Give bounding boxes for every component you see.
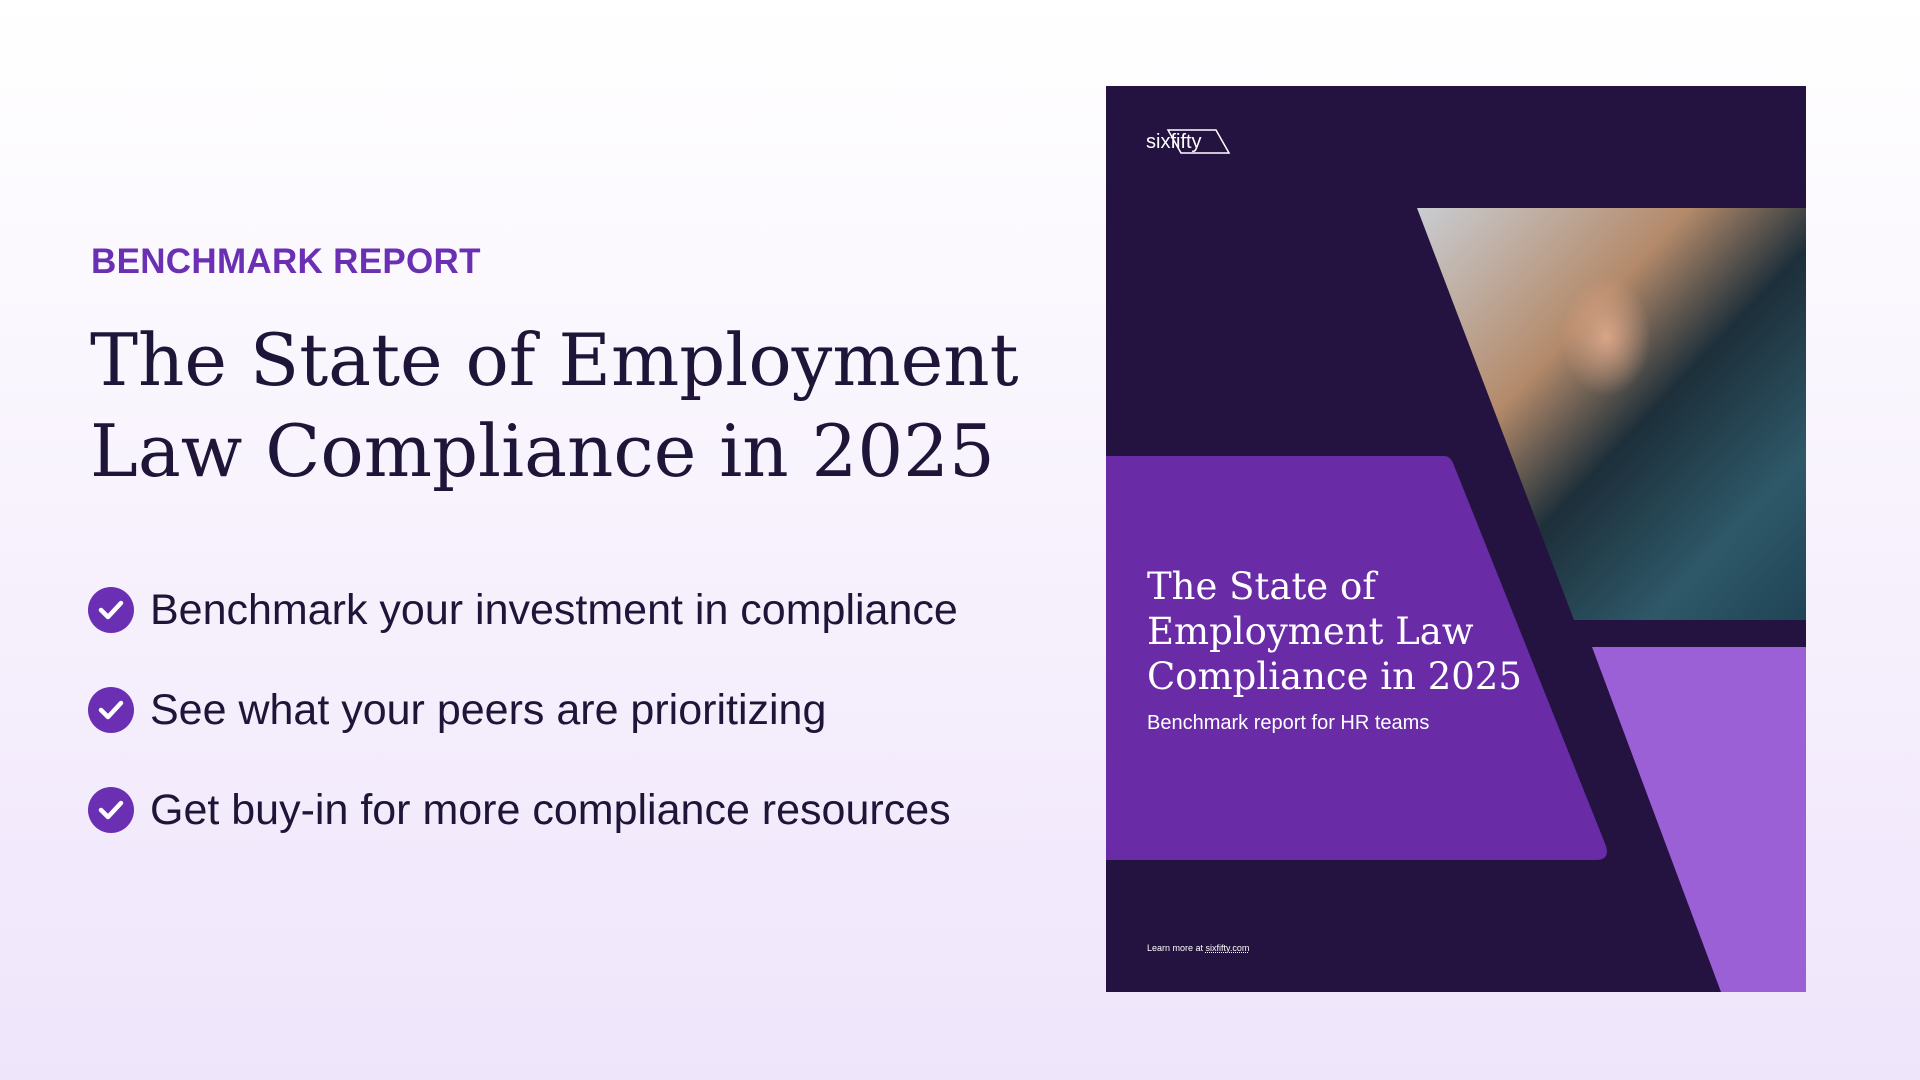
- bullet-text: See what your peers are prioritizing: [150, 685, 827, 734]
- cover-title: The State of Employment Law Compliance i…: [1147, 564, 1547, 699]
- benefit-list: Benchmark your investment in compliance …: [88, 560, 958, 860]
- list-item: See what your peers are prioritizing: [88, 660, 958, 760]
- photo-person: [1561, 276, 1651, 396]
- handshake-photo: [1417, 208, 1806, 620]
- bullet-text: Benchmark your investment in compliance: [150, 585, 958, 634]
- check-circle-icon: [88, 787, 134, 833]
- svg-text:sixfifty: sixfifty: [1146, 131, 1202, 153]
- cover-title-line: The State of: [1147, 565, 1376, 608]
- footer-text: Learn more at: [1147, 943, 1206, 953]
- sixfifty-logo: sixfifty: [1146, 126, 1236, 163]
- cover-title-line: Employment Law: [1147, 610, 1474, 653]
- cover-subtitle: Benchmark report for HR teams: [1147, 712, 1430, 734]
- purple-title-panel: [1106, 456, 1607, 860]
- footer-link[interactable]: sixfifty.com: [1205, 943, 1250, 953]
- check-circle-icon: [88, 687, 134, 733]
- eyebrow-label: BENCHMARK REPORT: [91, 242, 481, 281]
- title-line: The State of Employment: [90, 318, 1019, 402]
- light-purple-shape: [1592, 647, 1806, 992]
- list-item: Get buy-in for more compliance resources: [88, 760, 958, 860]
- cover-footer: Learn more at sixfifty.com: [1147, 943, 1249, 953]
- report-cover: sixfifty The State of Employment Law Com…: [1106, 86, 1806, 992]
- title-line: Law Compliance in 2025: [90, 409, 995, 493]
- check-circle-icon: [88, 587, 134, 633]
- bullet-text: Get buy-in for more compliance resources: [150, 785, 951, 834]
- page-title: The State of Employment Law Compliance i…: [90, 315, 1050, 497]
- cover-title-line: Compliance in 2025: [1147, 655, 1522, 698]
- list-item: Benchmark your investment in compliance: [88, 560, 958, 660]
